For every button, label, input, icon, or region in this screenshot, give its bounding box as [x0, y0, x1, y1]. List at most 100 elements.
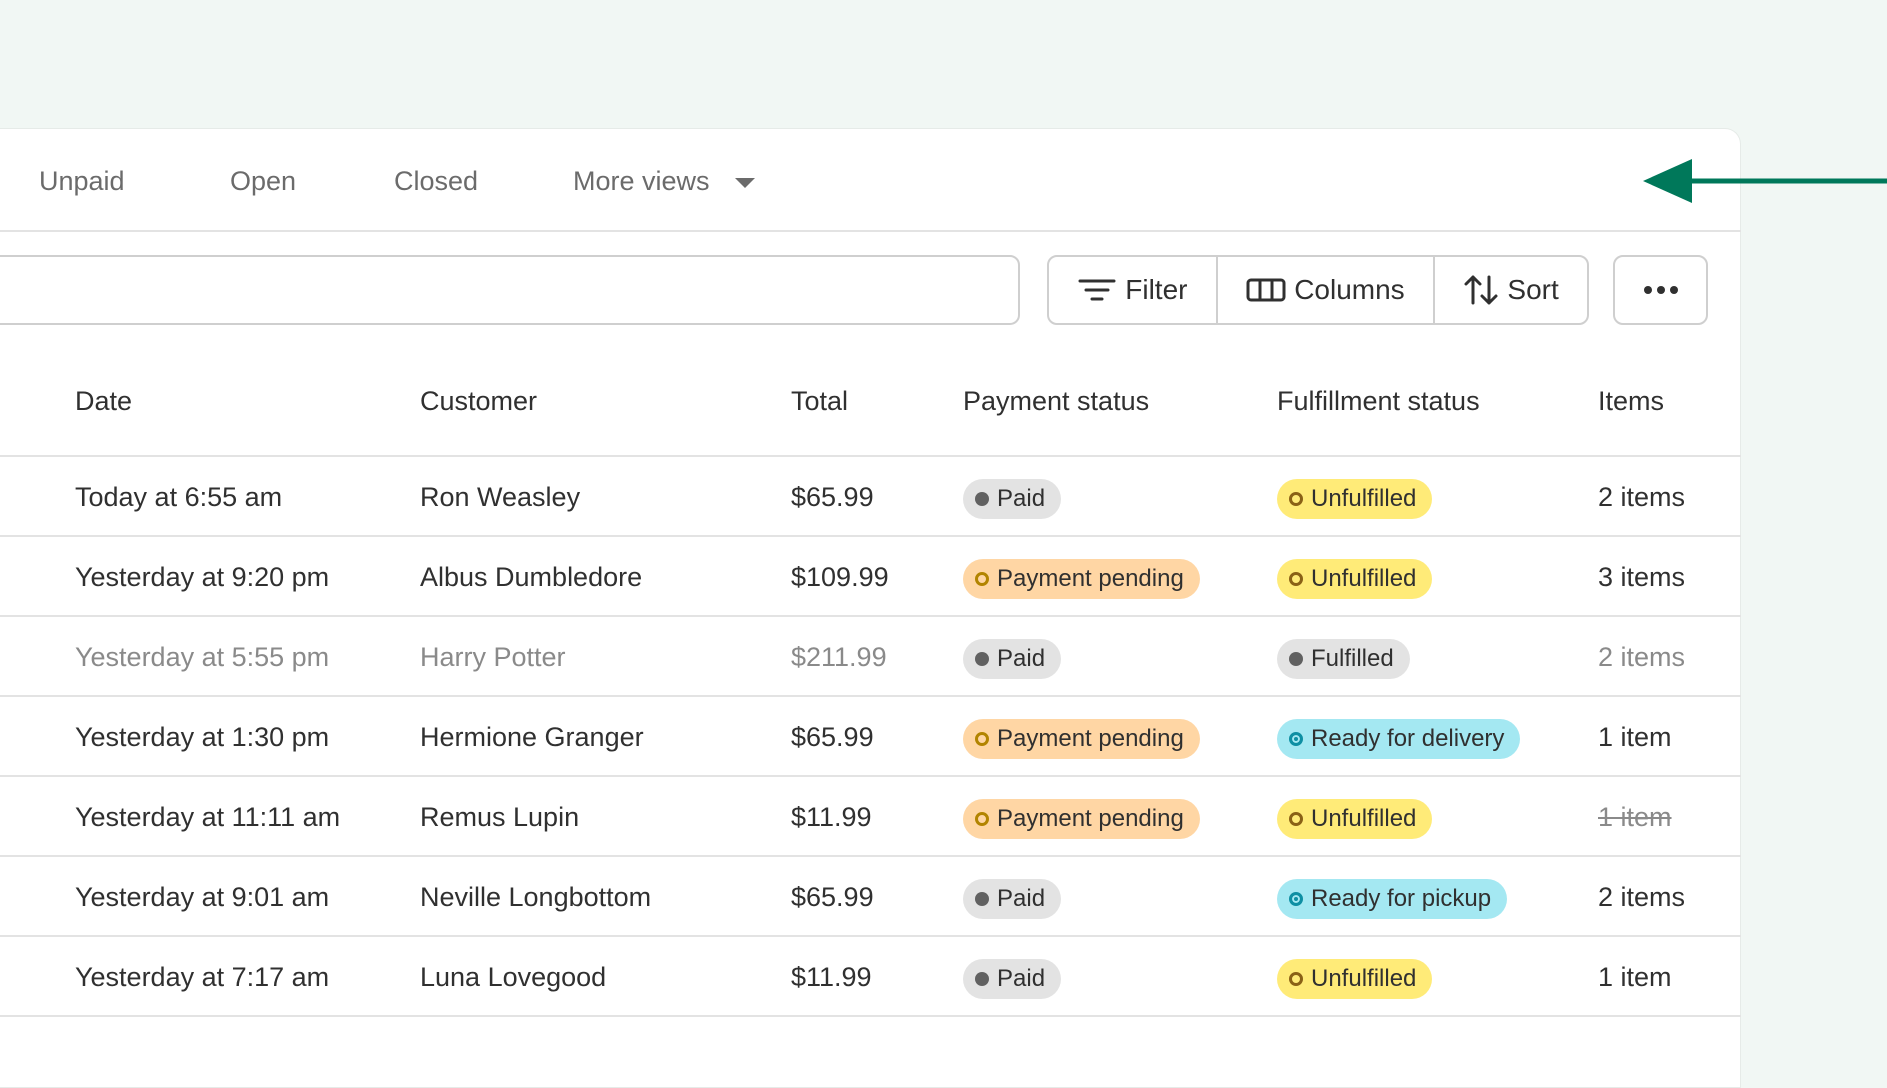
cell: Paid	[963, 937, 1062, 1017]
table-row[interactable]: Yesterday at 11:11 am Remus Lupin $11.99 Pa…	[0, 777, 1741, 857]
cell: Unfulfilled	[1277, 777, 1433, 857]
payment-badge: Paid	[963, 638, 1062, 679]
status-dot	[975, 651, 989, 666]
cell: Remus Lupin	[420, 802, 580, 832]
table-row[interactable]: Today at 6:55 am Ron Weasley $65.99 Paid Unf…	[0, 457, 1741, 537]
more-actions-button[interactable]	[1613, 255, 1708, 325]
badge-label: Paid	[997, 964, 1046, 992]
page: Unpaid Open Closed More views Filter Col…	[0, 128, 1887, 1088]
payment-badge: Payment pending	[963, 718, 1200, 759]
status-dot	[975, 571, 989, 586]
cell: $65.99	[791, 882, 874, 912]
caret	[735, 178, 756, 188]
button-label: Sort	[1507, 274, 1559, 305]
ellipsis-icon	[1643, 286, 1678, 294]
badge-label: Payment pending	[997, 564, 1184, 592]
cell: Yesterday at 9:20 pm	[75, 562, 330, 592]
divider	[0, 535, 1741, 537]
cell: $211.99	[791, 642, 887, 672]
status-dot	[1289, 971, 1303, 986]
status-dot	[1289, 491, 1303, 506]
orders-card: Unpaid Open Closed More views Filter Col…	[0, 128, 1741, 1088]
badge-label: Payment pending	[997, 724, 1184, 752]
badge-label: Ready for pickup	[1311, 884, 1492, 912]
column-header[interactable]: Total	[791, 386, 849, 416]
badge-label: Payment pending	[997, 804, 1184, 832]
column-header[interactable]: Customer	[420, 386, 538, 416]
status-dot	[975, 491, 989, 506]
divider	[0, 935, 1741, 937]
divider	[0, 455, 1741, 457]
divider	[0, 230, 1741, 232]
cell: Luna Lovegood	[420, 962, 607, 992]
column-header[interactable]: Date	[75, 386, 133, 416]
sort-icon	[1464, 275, 1498, 305]
cell: Ron Weasley	[420, 482, 581, 512]
filter-button[interactable]: Filter	[1049, 257, 1216, 323]
cell: 2 items	[1598, 482, 1686, 512]
badge-label: Unfulfilled	[1311, 964, 1417, 992]
status-dot	[1289, 651, 1303, 666]
table-row[interactable]: Yesterday at 7:17 am Luna Lovegood $11.99 P…	[0, 937, 1741, 1017]
cell: Fulfilled	[1277, 617, 1410, 697]
column-header[interactable]: Items	[1598, 386, 1665, 416]
column-header[interactable]: Fulfillment status	[1277, 386, 1480, 416]
cell: Today at 6:55 am	[75, 482, 283, 512]
cell: $109.99	[791, 562, 889, 592]
payment-badge: Paid	[963, 958, 1062, 999]
fulfillment-badge: Unfulfilled	[1277, 478, 1433, 519]
status-dot	[1289, 571, 1303, 586]
cell: Yesterday at 5:55 pm	[75, 642, 330, 672]
cell: 1 item	[1598, 722, 1672, 752]
tab[interactable]: Closed	[394, 166, 479, 196]
status-dot	[975, 891, 989, 906]
cell: 1 item	[1598, 802, 1672, 832]
tab[interactable]: Open	[230, 166, 297, 196]
badge-label: Unfulfilled	[1311, 804, 1417, 832]
table-row[interactable]: Yesterday at 5:55 pm Harry Potter $211.99 P…	[0, 617, 1741, 697]
table-row[interactable]: Yesterday at 9:20 pm Albus Dumbledore $109…	[0, 537, 1741, 617]
status-dot	[1289, 891, 1303, 906]
tab[interactable]: More views	[573, 165, 757, 197]
cell: Ready for delivery	[1277, 697, 1521, 777]
cell: Paid	[963, 617, 1062, 697]
cell: $65.99	[791, 722, 874, 752]
payment-badge: Paid	[963, 878, 1062, 919]
status-dot	[975, 811, 989, 826]
badge-label: Ready for delivery	[1311, 724, 1505, 752]
cell: Paid	[963, 457, 1062, 537]
cell: Unfulfilled	[1277, 537, 1433, 617]
cell: Yesterday at 11:11 am	[75, 802, 341, 832]
cell: Unfulfilled	[1277, 457, 1433, 537]
cell: 1 item	[1598, 962, 1672, 992]
cell: 2 items	[1598, 882, 1686, 912]
table-row[interactable]: Yesterday at 1:30 pm Hermione Granger $65.…	[0, 697, 1741, 777]
status-dot	[1289, 731, 1303, 746]
cell: $11.99	[791, 802, 872, 832]
cell: $11.99	[791, 962, 872, 992]
cell: 3 items	[1598, 562, 1686, 592]
payment-badge: Payment pending	[963, 798, 1200, 839]
tab[interactable]: Unpaid	[39, 166, 125, 196]
divider	[0, 615, 1741, 617]
table-row[interactable]: Yesterday at 9:01 am Neville Longbottom $6…	[0, 857, 1741, 937]
fulfillment-badge: Ready for delivery	[1277, 718, 1521, 759]
fulfillment-badge: Unfulfilled	[1277, 558, 1433, 599]
badge-label: Fulfilled	[1311, 644, 1394, 672]
cell: Yesterday at 9:01 am	[75, 882, 330, 912]
column-header[interactable]: Payment status	[963, 386, 1150, 416]
search-field[interactable]	[0, 255, 1020, 325]
cell: Yesterday at 1:30 pm	[75, 722, 330, 752]
status-dot	[975, 971, 989, 986]
badge-label: Paid	[997, 484, 1046, 512]
badge-label: Paid	[997, 644, 1046, 672]
fulfillment-badge: Unfulfilled	[1277, 798, 1433, 839]
cell: 2 items	[1598, 642, 1686, 672]
columns-button[interactable]: Columns	[1215, 257, 1433, 323]
divider	[0, 855, 1741, 857]
toolbar: Filter Columns Sort	[1047, 255, 1589, 325]
cell: Payment pending	[963, 697, 1200, 777]
status-dot	[975, 731, 989, 746]
sort-button[interactable]: Sort	[1433, 257, 1587, 323]
divider	[0, 695, 1741, 697]
